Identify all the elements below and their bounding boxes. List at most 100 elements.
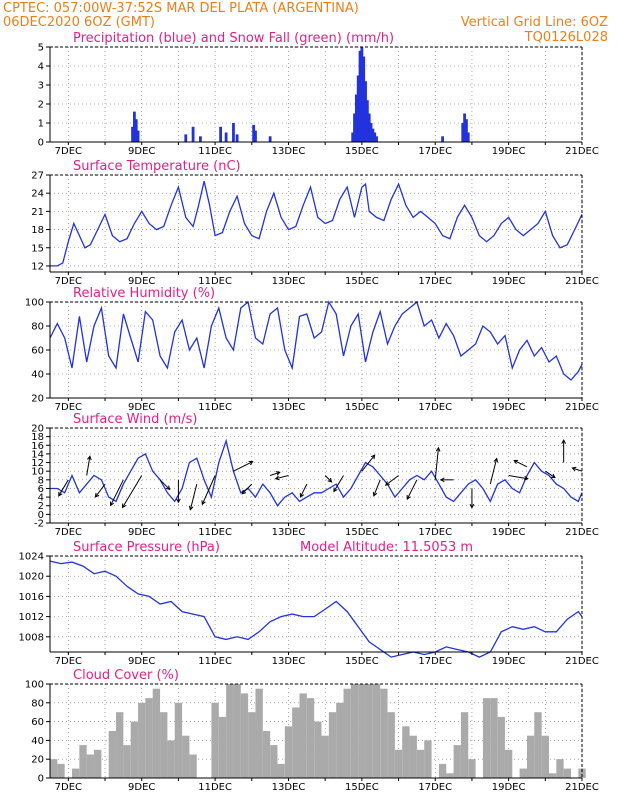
y-tick-label: 20 xyxy=(31,424,44,435)
x-tick-label: 17DEC xyxy=(418,146,452,157)
cloud-bar xyxy=(482,698,491,778)
panel-2: Relative Humidity (%) 20 40 60 80 100 7DEC 9DEC… xyxy=(25,286,599,413)
wind-arrowhead xyxy=(274,475,280,481)
precip-bar xyxy=(268,136,272,142)
x-tick-label: 21DEC xyxy=(565,276,599,287)
cloud-bar xyxy=(108,731,117,778)
x-tick-label: 21DEC xyxy=(565,656,599,667)
precip-bar xyxy=(353,113,356,142)
y-tick-label: 20 xyxy=(31,394,44,405)
cloud-bar xyxy=(262,731,271,778)
cloud-bar xyxy=(138,702,146,778)
cloud-bar xyxy=(453,745,461,778)
x-tick-label: 7DEC xyxy=(55,527,82,538)
y-tick-label: 12 xyxy=(31,261,44,272)
x-tick-label: 9DEC xyxy=(128,782,155,793)
cloud-bar xyxy=(182,735,190,778)
wind-vector xyxy=(95,483,106,498)
y-tick-label: 1020 xyxy=(19,572,44,583)
cloud-bar xyxy=(167,740,175,778)
precip-bar xyxy=(134,119,138,142)
y-tick-label: 20 xyxy=(31,755,44,766)
cloud-bar xyxy=(460,712,469,778)
cloud-bar xyxy=(152,688,161,778)
cloud-bar xyxy=(50,759,58,778)
y-tick-label: 60 xyxy=(31,717,44,728)
wind-arrowhead xyxy=(58,491,63,497)
x-tick-label: 15DEC xyxy=(345,656,379,667)
wind-vector xyxy=(434,447,439,480)
wind-vector xyxy=(324,475,332,483)
x-tick-label: 9DEC xyxy=(128,527,155,538)
y-tick-label: 27 xyxy=(31,171,44,182)
y-tick-label: 4 xyxy=(38,493,44,504)
x-tick-label: 7DEC xyxy=(55,276,82,287)
precip-bar xyxy=(354,94,358,142)
y-tick-label: 18 xyxy=(31,432,44,443)
precip-bar xyxy=(362,56,366,142)
precip-bar xyxy=(465,119,468,142)
cloud-bar xyxy=(306,698,315,778)
panel-title: Cloud Cover (%) xyxy=(73,668,179,683)
precip-bar xyxy=(132,111,136,142)
wind-vector xyxy=(58,479,69,497)
x-tick-label: 21DEC xyxy=(565,402,599,413)
precip-bar xyxy=(254,130,257,142)
cloud-bar xyxy=(372,684,381,778)
x-tick-label: 15DEC xyxy=(345,146,379,157)
y-tick-label: 40 xyxy=(31,370,44,381)
cloud-bar xyxy=(358,684,366,778)
y-tick-label: 3 xyxy=(38,81,44,92)
cloud-bar xyxy=(72,768,80,778)
x-tick-label: 11DEC xyxy=(198,782,232,793)
panel-0: Precipitation (blue) and Snow Fall (gree… xyxy=(38,31,599,157)
series-line xyxy=(50,180,583,267)
x-tick-label: 13DEC xyxy=(272,782,306,793)
panel-title: Surface Pressure (hPa) xyxy=(73,540,220,555)
wind-vector xyxy=(513,460,528,468)
cloud-bar xyxy=(490,698,498,778)
cloud-bar xyxy=(86,754,95,778)
wind-vector xyxy=(269,471,280,476)
header-grid-note: Vertical Grid Line: 6OZ xyxy=(461,15,608,30)
cloud-bar xyxy=(534,712,542,778)
x-tick-label: 11DEC xyxy=(198,656,232,667)
cloud-bar xyxy=(424,740,432,778)
cloud-bar xyxy=(556,759,564,778)
precip-bar xyxy=(373,132,377,142)
x-tick-label: 11DEC xyxy=(198,146,232,157)
x-tick-label: 21DEC xyxy=(565,146,599,157)
y-tick-label: 80 xyxy=(31,322,44,333)
panel-annotation: Model Altitude: 11.5053 m xyxy=(300,540,473,555)
wind-arrowhead xyxy=(109,501,115,507)
wind-vector xyxy=(572,467,583,472)
x-tick-label: 9DEC xyxy=(128,656,155,667)
precip-bar xyxy=(219,126,223,142)
y-tick-label: 1008 xyxy=(19,632,44,643)
precip-bar xyxy=(466,132,470,142)
x-tick-label: 21DEC xyxy=(565,527,599,538)
y-tick-label: 16 xyxy=(31,441,44,452)
y-tick-label: 18 xyxy=(31,225,44,236)
wind-vector xyxy=(406,479,418,500)
cloud-bar xyxy=(277,763,285,778)
wind-vector xyxy=(373,479,381,497)
y-tick-label: 6 xyxy=(38,484,44,495)
cloud-bar xyxy=(211,702,219,778)
x-tick-label: 15DEC xyxy=(345,402,379,413)
wind-arrowhead xyxy=(384,481,390,486)
wind-arrowhead xyxy=(439,477,445,483)
precip-bar xyxy=(184,134,188,142)
wind-arrowhead xyxy=(372,491,378,497)
y-tick-label: 1024 xyxy=(19,552,44,563)
wind-vector xyxy=(333,475,344,492)
cloud-bar xyxy=(343,688,351,778)
panels: Precipitation (blue) and Snow Fall (gree… xyxy=(19,31,599,793)
panel-title: Surface Temperature (nC) xyxy=(73,159,241,174)
y-tick-label: 40 xyxy=(31,736,44,747)
x-tick-label: 11DEC xyxy=(198,276,232,287)
x-tick-label: 7DEC xyxy=(55,656,82,667)
series-line xyxy=(49,560,583,658)
wind-arrowhead xyxy=(248,460,254,466)
cloud-bar xyxy=(248,712,256,778)
